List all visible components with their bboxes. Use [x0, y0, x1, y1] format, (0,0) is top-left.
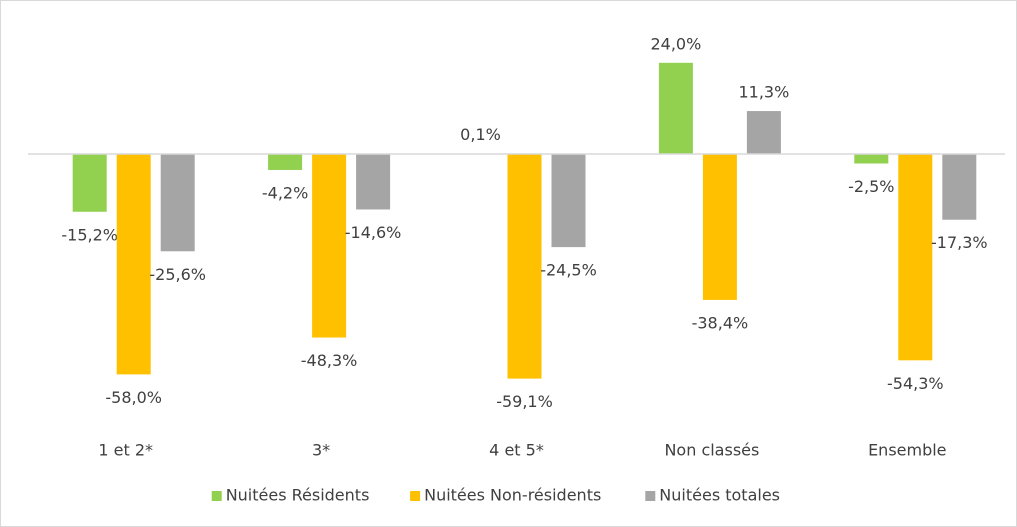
bar: [551, 154, 586, 248]
legend-label: Nuitées Résidents: [226, 486, 370, 505]
data-label: -25,6%: [149, 265, 206, 284]
x-tick-label: 3*: [312, 441, 330, 460]
bar: [702, 154, 737, 300]
data-label: -24,5%: [540, 261, 597, 280]
bar: [746, 111, 781, 154]
data-label: 0,1%: [460, 125, 501, 144]
data-label: -38,4%: [692, 313, 749, 332]
bar: [854, 154, 889, 164]
bar: [658, 62, 693, 154]
data-label: -4,2%: [262, 183, 308, 202]
data-label: -58,0%: [105, 388, 162, 407]
data-label: -54,3%: [887, 374, 944, 393]
legend-swatch: [645, 491, 656, 501]
bar: [942, 154, 977, 220]
legend-swatch: [211, 491, 222, 501]
data-label: -17,3%: [931, 233, 988, 252]
bar: [116, 154, 151, 375]
data-label: 11,3%: [738, 83, 789, 102]
x-tick-label: 4 et 5*: [489, 441, 544, 460]
bar: [312, 154, 347, 338]
data-label: -59,1%: [496, 392, 553, 411]
data-label: -14,6%: [345, 223, 402, 242]
bar: [72, 154, 107, 212]
legend-label: Nuitées totales: [659, 486, 780, 505]
data-label: -48,3%: [301, 351, 358, 370]
x-tick-label: Non classés: [664, 441, 759, 460]
bar: [268, 154, 303, 170]
x-tick-label: 1 et 2*: [98, 441, 153, 460]
bar: [160, 154, 195, 252]
bar: [898, 154, 933, 361]
bar: [356, 154, 391, 210]
legend-label: Nuitées Non-résidents: [424, 486, 601, 505]
data-label: -2,5%: [848, 177, 894, 196]
legend-swatch: [410, 491, 421, 501]
data-label: 24,0%: [650, 34, 701, 53]
data-label: -15,2%: [61, 225, 118, 244]
x-tick-label: Ensemble: [868, 441, 946, 460]
bar: [507, 154, 542, 379]
